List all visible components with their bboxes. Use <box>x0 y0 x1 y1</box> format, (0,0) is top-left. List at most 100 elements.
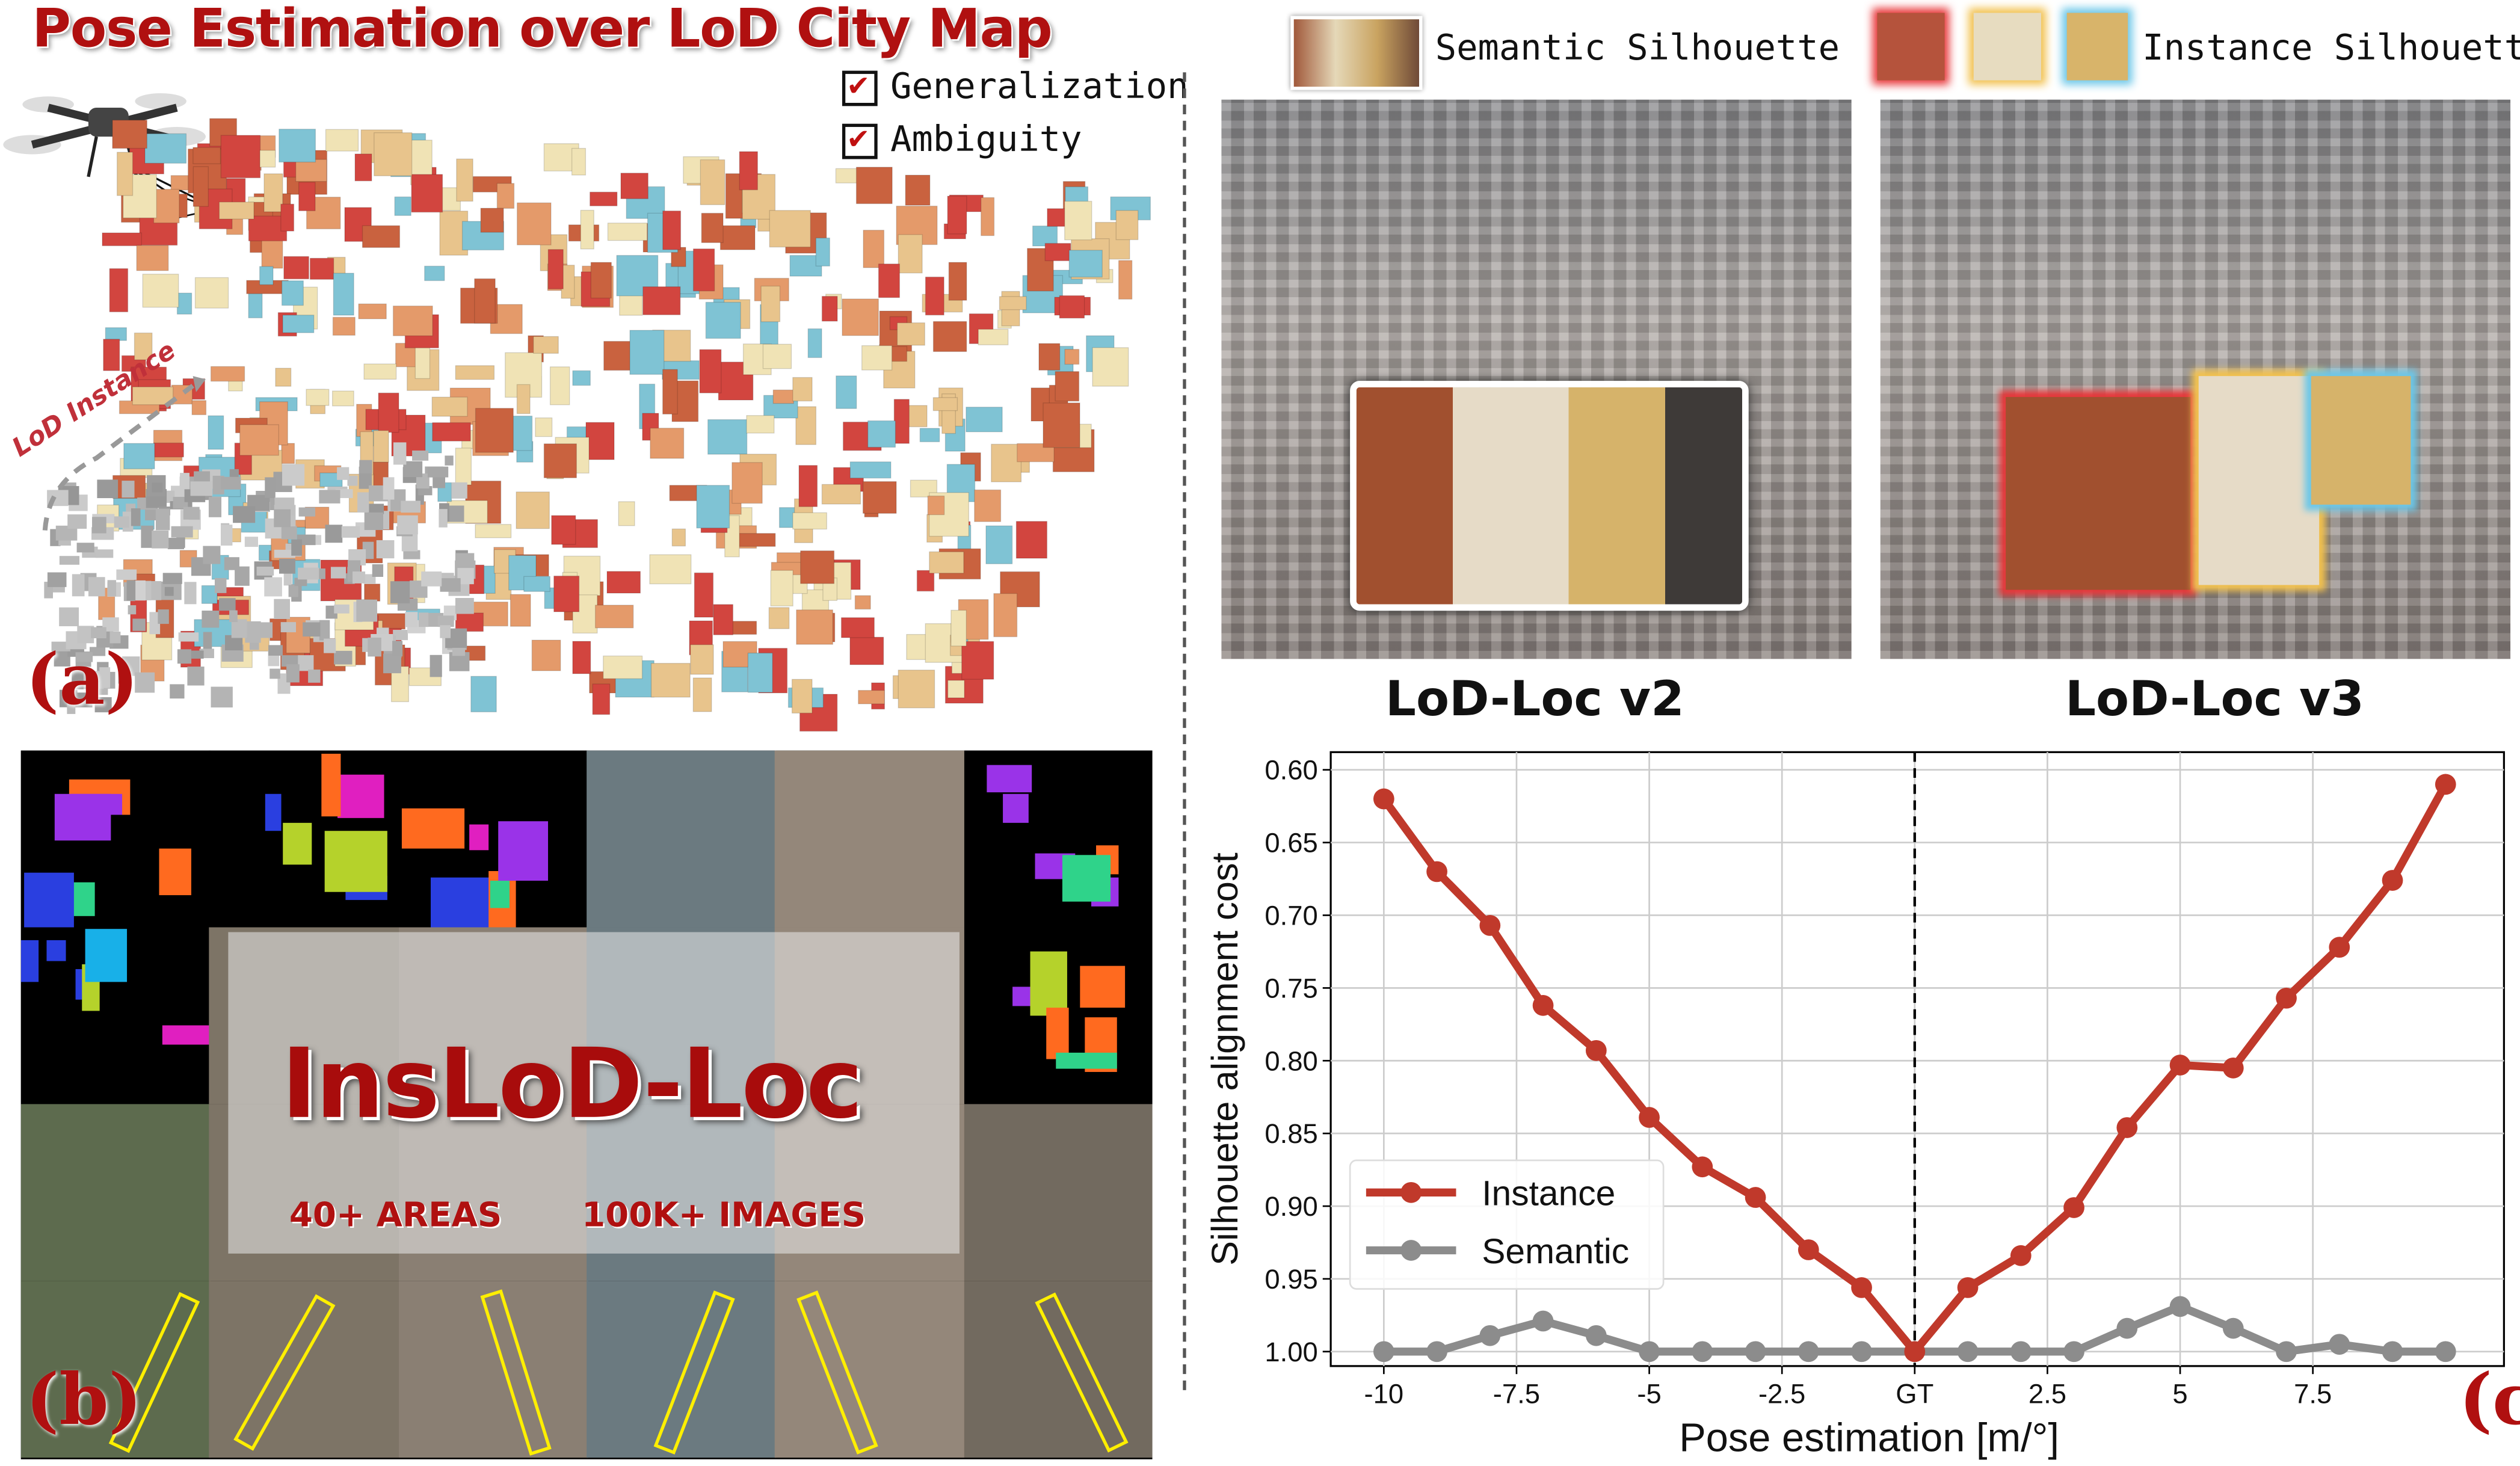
instance-data-point <box>1692 1156 1713 1178</box>
building-block <box>551 515 576 545</box>
building-block <box>358 303 387 319</box>
building-block <box>116 152 134 196</box>
legend-marker <box>1400 1181 1422 1203</box>
segmentation-tile <box>20 927 211 1104</box>
building-block <box>916 570 935 592</box>
gray-building-block <box>75 652 93 662</box>
instance-outline-yellow <box>2198 376 2320 585</box>
semantic-data-point <box>2010 1341 2032 1363</box>
gray-building-block <box>233 506 256 523</box>
gray-building-block <box>203 546 221 564</box>
building-block <box>193 147 221 164</box>
legend-marker <box>1400 1240 1422 1261</box>
building-block <box>282 315 315 333</box>
building-block <box>362 225 401 248</box>
dashed-arrow-icon <box>42 376 206 531</box>
building-block <box>193 166 209 207</box>
building-block <box>475 524 512 538</box>
building-block <box>535 417 553 437</box>
gray-building-block <box>229 610 238 623</box>
checklist-label: Ambiguity <box>890 120 1082 161</box>
building-block <box>713 604 734 635</box>
building-block <box>194 277 229 309</box>
instance-data-point <box>1585 1039 1607 1061</box>
checklist-item-ambiguity: ✔ Ambiguity <box>842 117 1082 161</box>
instance-data-point <box>2382 870 2403 891</box>
x-axis-label: Pose estimation [m/°] <box>1679 1415 2059 1460</box>
gray-building-block <box>264 577 282 597</box>
building-block <box>364 584 381 602</box>
x-tick-label: -10 <box>1364 1378 1404 1409</box>
building-block <box>961 641 994 680</box>
gray-building-block <box>97 479 119 499</box>
building-block <box>533 336 559 354</box>
gray-building-block <box>76 543 94 553</box>
x-tick-label: -7.5 <box>1493 1378 1540 1409</box>
building-block <box>210 366 245 382</box>
building-block <box>1118 260 1133 300</box>
y-tick-label: 0.85 <box>1265 1118 1317 1149</box>
building-block <box>898 670 935 709</box>
gray-building-block <box>392 641 403 657</box>
building-block <box>896 322 925 346</box>
semantic-data-point <box>2169 1296 2191 1317</box>
instance-thumbnail-blue <box>2066 13 2128 81</box>
building-block <box>298 182 316 212</box>
aerial-image-tile <box>963 1104 1153 1281</box>
gray-building-block <box>427 466 449 478</box>
gray-building-block <box>128 605 137 615</box>
building-block <box>374 132 413 176</box>
aerial-image-tile <box>398 1281 588 1458</box>
building-block <box>259 150 276 168</box>
building-block <box>769 210 811 248</box>
building-block <box>796 609 834 645</box>
gray-building-block <box>298 655 314 671</box>
gray-building-block <box>383 653 401 674</box>
gray-building-block <box>47 572 67 587</box>
gray-building-block <box>440 625 451 638</box>
building-block <box>974 489 1002 522</box>
gray-building-block <box>319 490 340 504</box>
aerial-image-tile <box>775 1281 965 1458</box>
gray-building-block <box>170 684 185 699</box>
building-block <box>309 257 334 280</box>
panel-c-label: (c) <box>2459 1360 2520 1442</box>
instance-thumbnail-yellow <box>1973 13 2041 81</box>
building-block <box>176 292 193 315</box>
legend-label-semantic: Semantic <box>1482 1232 1629 1271</box>
building-block <box>103 339 120 371</box>
gray-building-block <box>280 622 296 633</box>
instance-data-point <box>1639 1107 1660 1128</box>
checkbox-checked-icon: ✔ <box>842 117 878 159</box>
building-block <box>867 420 896 448</box>
building-block <box>760 285 781 322</box>
gray-building-block <box>334 604 350 614</box>
building-block <box>248 215 288 242</box>
building-block <box>619 294 643 316</box>
building-block <box>701 212 724 243</box>
gray-building-block <box>274 509 291 528</box>
building-block <box>378 392 399 433</box>
building-block <box>496 183 515 209</box>
trajectory-frustums <box>1035 1292 1129 1453</box>
building-block <box>432 422 471 442</box>
building-block <box>863 229 885 268</box>
building-block <box>306 389 330 406</box>
instance-data-point <box>2435 774 2456 795</box>
gray-building-block <box>99 667 111 688</box>
gray-building-block <box>359 460 372 473</box>
legend-label-instance: Instance <box>1482 1174 1615 1213</box>
building-block <box>363 363 397 380</box>
gray-building-block <box>341 526 360 538</box>
gray-building-block <box>152 530 169 549</box>
building-block <box>815 237 830 266</box>
semantic-data-point <box>1798 1341 1819 1363</box>
gray-building-block <box>180 473 189 490</box>
aerial-image-tile <box>586 750 777 928</box>
building-block <box>800 550 835 584</box>
gray-building-block <box>330 567 347 579</box>
building-block <box>392 305 433 336</box>
building-block <box>510 594 531 627</box>
instance-silhouette-header: Instance Silhouette <box>2142 29 2520 69</box>
aerial-image-tile <box>775 750 965 928</box>
